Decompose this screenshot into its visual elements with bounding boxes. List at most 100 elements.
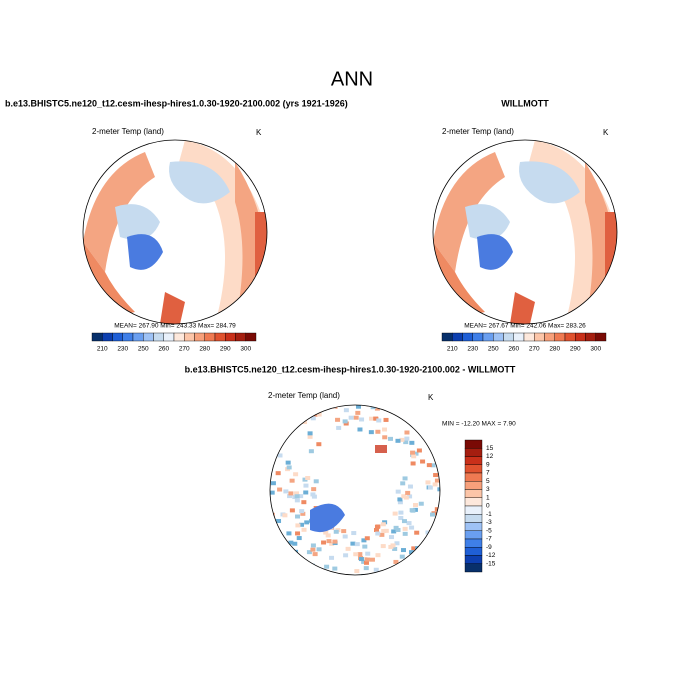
land-cell [361, 559, 367, 564]
colorbar-label: 300 [590, 346, 601, 353]
land-cell [299, 509, 305, 514]
land-cell [287, 494, 293, 499]
colorbar-label: 280 [549, 346, 560, 353]
colorbar-swatch [464, 505, 483, 515]
colorbar-label: 260 [508, 346, 519, 353]
land-cell [400, 481, 406, 486]
colorbar-label: 290 [220, 346, 231, 353]
colorbar-swatch [464, 448, 483, 457]
land-cell [407, 494, 413, 499]
land-cell [409, 508, 415, 513]
land-cell [409, 440, 415, 445]
land-cell [335, 417, 341, 422]
land-cell [307, 434, 313, 439]
colorbar-swatch [464, 547, 483, 556]
land-cell [299, 522, 305, 527]
land-cell [375, 531, 381, 536]
colorbar-swatch [464, 497, 483, 507]
colorbar-label: 210 [447, 346, 458, 353]
land-cell [312, 552, 318, 557]
land-cell [387, 436, 393, 441]
land-cell [395, 489, 401, 494]
land-cell [362, 556, 368, 561]
colorbar-swatch [225, 332, 236, 342]
colorbar-swatch [143, 332, 154, 342]
colorbar-label: -9 [486, 544, 492, 551]
colorbar-label: -5 [486, 527, 492, 534]
land-cell [373, 567, 379, 572]
colorbar-label: 270 [179, 346, 190, 353]
land-region [160, 292, 185, 324]
land-cell [430, 512, 436, 517]
land-cell [288, 540, 294, 545]
land-cell [341, 529, 347, 534]
colorbars: 210 230 250 260 270 280 290 300 210 230 250 260 270 2… [91, 332, 607, 573]
colorbar-swatch [554, 332, 566, 342]
map-ocean [270, 405, 440, 575]
land-cell [277, 453, 283, 458]
land-cell [355, 405, 361, 409]
land-cell [374, 524, 380, 529]
colorbar-swatch [153, 332, 164, 342]
land-cell [325, 533, 331, 538]
colorbar-label: 5 [486, 478, 490, 485]
colorbar-label: -1 [486, 511, 492, 518]
colorbar-label: 250 [138, 346, 149, 353]
land-cell [437, 487, 440, 492]
land-cell [277, 487, 283, 492]
land-cell [403, 495, 409, 500]
land-cell [359, 417, 365, 422]
land-cell [306, 550, 312, 555]
land-cell [303, 483, 309, 488]
land-cell [305, 476, 311, 481]
land-cell [354, 569, 360, 574]
land-cell [286, 531, 292, 536]
land-cell [342, 419, 348, 424]
land-cell [283, 489, 289, 494]
colorbar-label: 1 [486, 494, 490, 501]
land-cell [289, 508, 295, 513]
land-cell [398, 516, 404, 521]
colorbar-label: 280 [199, 346, 210, 353]
land-cell [295, 514, 301, 519]
colorbar-label: 230 [117, 346, 128, 353]
colorbar-label: 3 [486, 486, 490, 493]
land-cell [332, 539, 338, 544]
land-cell [323, 530, 329, 535]
colorbar-label: -15 [486, 560, 496, 567]
land-cell [393, 525, 399, 530]
land-cell [395, 438, 401, 443]
colorbar-swatch [102, 332, 113, 342]
land-cell [294, 498, 300, 503]
land-cell [425, 480, 431, 485]
land-cell [382, 435, 388, 440]
colorbar-swatch [464, 489, 483, 498]
colorbar-label: 0 [486, 503, 490, 510]
land-cell [316, 442, 322, 447]
units: K [603, 128, 609, 137]
land-cell [311, 487, 317, 492]
land-cell [343, 408, 349, 413]
land-cell [363, 566, 369, 571]
land-cell [346, 577, 351, 581]
land-cell [357, 427, 363, 432]
land-cell [404, 436, 410, 441]
colorbar-swatch [513, 332, 525, 342]
map-border [269, 404, 441, 576]
units: K [256, 128, 262, 137]
colorbar-label: -12 [486, 552, 496, 559]
land-cell [301, 527, 307, 532]
land-cell [310, 416, 316, 421]
land-cell [383, 417, 389, 422]
land-cell [430, 463, 436, 468]
colorbar-label: 300 [240, 346, 251, 353]
land-cell [329, 555, 335, 560]
field-label: 2-meter Temp (land) [442, 127, 514, 136]
colorbar-swatch [122, 332, 134, 342]
colorbar-label: 290 [570, 346, 581, 353]
land-cell [391, 529, 397, 534]
land-region [605, 212, 617, 324]
land-cell [426, 463, 432, 468]
land-cell [393, 559, 399, 564]
